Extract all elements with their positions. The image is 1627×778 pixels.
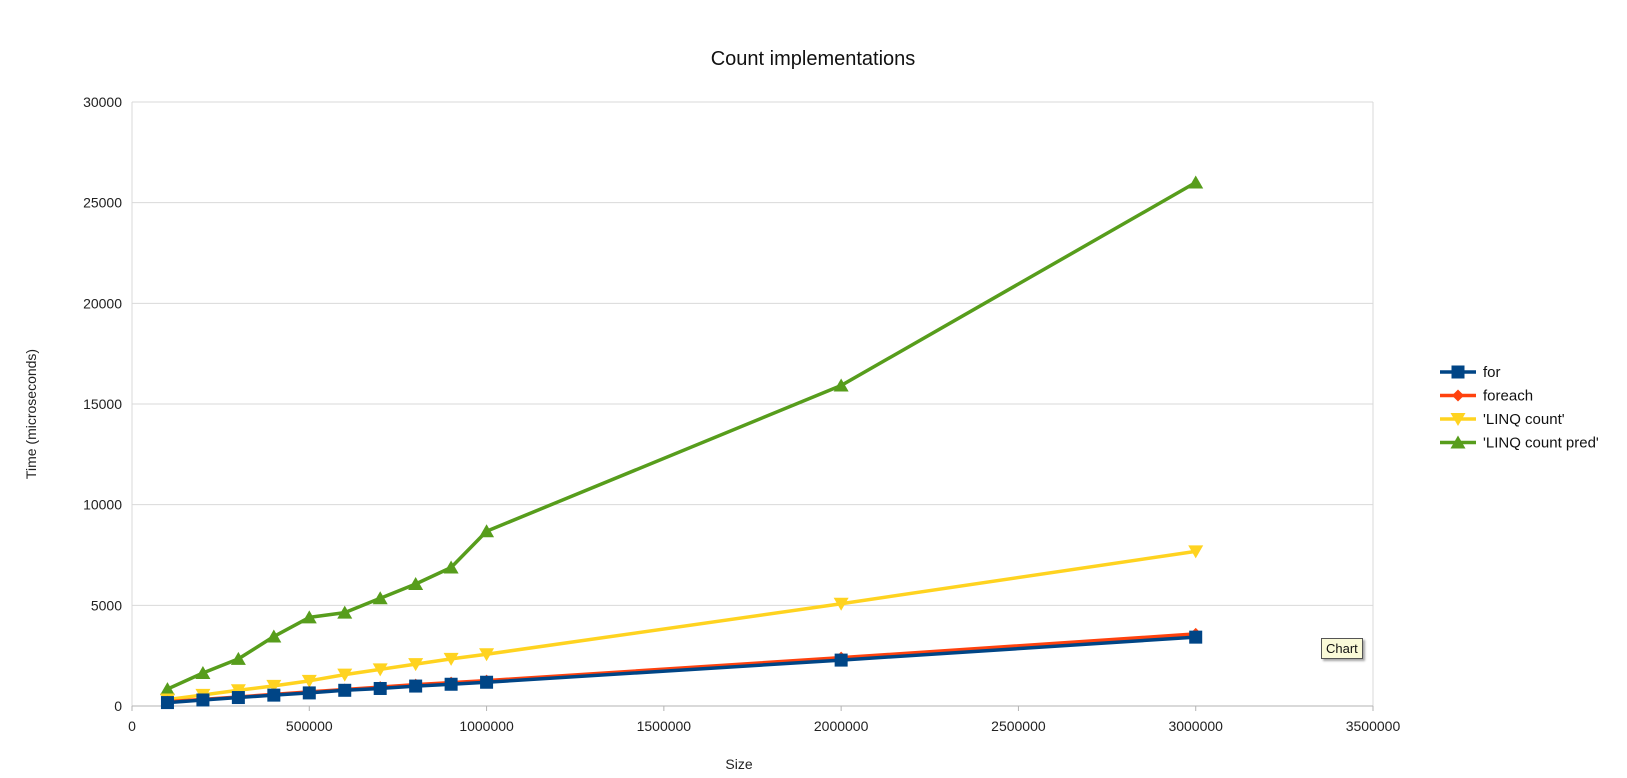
x-tick-label: 2000000	[814, 718, 869, 734]
data-point	[372, 663, 388, 677]
x-axis: 0 500000 1000000 1500000 2000000 2500000 30000…	[128, 706, 1400, 734]
data-point	[1189, 630, 1203, 644]
data-point	[833, 597, 849, 611]
data-point	[267, 688, 281, 702]
data-point	[159, 682, 175, 696]
data-point	[480, 675, 494, 689]
series-line	[167, 549, 1196, 702]
series--linq-count-	[159, 545, 1204, 707]
series-line	[166, 181, 1197, 691]
data-point	[833, 378, 849, 392]
data-point	[1188, 175, 1204, 189]
legend-item: 'LINQ count'	[1440, 411, 1565, 428]
legend-item: 'LINQ count pred'	[1440, 435, 1599, 452]
y-tick-label: 25000	[83, 195, 122, 211]
y-tick-label: 5000	[91, 597, 122, 613]
data-point	[479, 648, 495, 662]
data-point	[444, 677, 458, 691]
legend-item: foreach	[1440, 388, 1533, 405]
data-point	[266, 629, 282, 643]
grid-lines	[131, 101, 1374, 707]
data-point	[443, 560, 459, 574]
y-tick-label: 0	[114, 698, 122, 714]
chart-title: Count implementations	[711, 48, 916, 70]
x-tick-label: 3000000	[1168, 718, 1223, 734]
x-tick-label: 2500000	[991, 718, 1046, 734]
data-point	[409, 679, 423, 693]
data-point	[1188, 545, 1204, 559]
data-point	[230, 651, 246, 665]
y-tick-label: 10000	[83, 497, 122, 513]
data-point	[337, 668, 353, 682]
legend-label: foreach	[1483, 388, 1533, 405]
legend-marker	[1450, 413, 1466, 426]
y-tick-label: 20000	[83, 295, 122, 311]
data-point	[408, 576, 424, 590]
x-tick-label: 500000	[286, 718, 333, 734]
y-axis-title: Time (microseconds)	[23, 349, 39, 479]
legend-label: 'LINQ count'	[1483, 411, 1565, 428]
data-point	[266, 679, 282, 693]
x-tick-label: 1000000	[459, 718, 514, 734]
series-foreach	[161, 627, 1202, 708]
legend-label: 'LINQ count pred'	[1483, 435, 1599, 452]
data-point	[301, 610, 317, 624]
y-tick-label: 30000	[83, 94, 122, 110]
legend: for foreach 'LINQ count' 'LINQ count pred'	[1440, 364, 1599, 452]
data-point	[302, 686, 316, 700]
data-point	[230, 684, 246, 698]
x-tick-label: 0	[128, 718, 136, 734]
data-point	[408, 658, 424, 672]
legend-marker	[1451, 365, 1465, 379]
data-point	[160, 696, 174, 710]
x-axis-title: Size	[725, 756, 752, 772]
data-point	[231, 691, 245, 705]
y-axis: 0 5000 10000 15000 20000 25000 30000	[83, 94, 122, 714]
legend-marker	[1450, 435, 1466, 449]
series-for	[160, 630, 1203, 710]
data-point	[196, 693, 210, 707]
legend-label: for	[1483, 364, 1501, 381]
series-layer	[159, 175, 1204, 710]
data-point	[443, 652, 459, 666]
y-tick-label: 15000	[83, 396, 122, 412]
data-point	[479, 524, 495, 538]
series-line	[167, 635, 1196, 705]
x-tick-label: 3500000	[1346, 718, 1401, 734]
legend-marker	[1452, 389, 1464, 402]
x-tick-label: 1500000	[637, 718, 692, 734]
data-point	[338, 683, 352, 697]
data-point	[195, 665, 211, 679]
data-point	[301, 674, 317, 688]
data-point	[834, 653, 848, 667]
series--linq-count-pred-	[159, 175, 1204, 696]
chart-tooltip: Chart	[1321, 638, 1363, 659]
data-point	[373, 681, 387, 695]
data-point	[372, 591, 388, 605]
legend-item: for	[1440, 364, 1501, 381]
data-point	[337, 605, 353, 619]
